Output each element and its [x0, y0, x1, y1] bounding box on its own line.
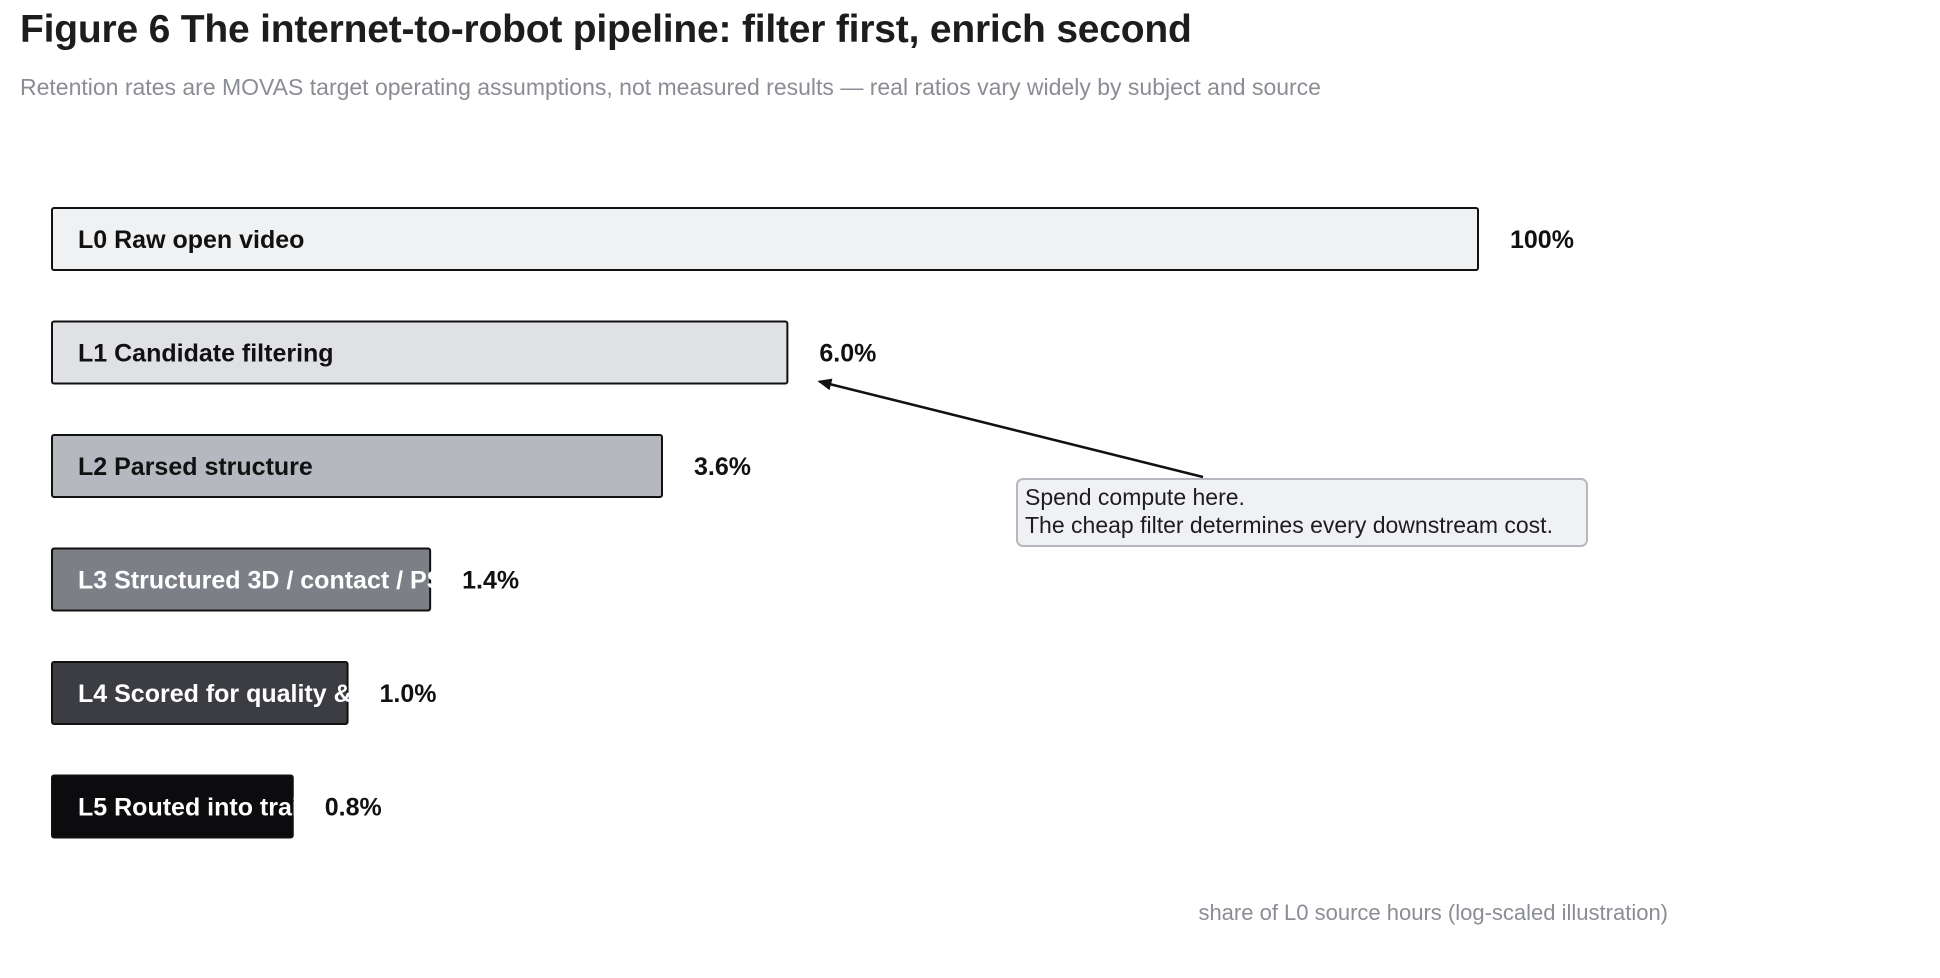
value-label-l5: 0.8% — [325, 794, 382, 822]
bar-l5 — [51, 774, 294, 839]
bar-l1 — [51, 320, 789, 385]
value-label-l1: 6.0% — [819, 340, 876, 368]
bar-l2 — [51, 434, 663, 498]
value-label-l4: 1.0% — [380, 680, 437, 708]
bar-label-l1-candidate-filtering: L1 Candidate filtering — [78, 340, 334, 368]
bar-label-l3-structured-3d-contact-pst: L3 Structured 3D / contact / PST — [78, 567, 459, 595]
value-label-l2: 3.6% — [694, 453, 751, 481]
value-label-l0: 100% — [1510, 226, 1574, 254]
bar-l3 — [51, 547, 432, 612]
bar-label-l0-raw-open-video: L0 Raw open video — [78, 226, 304, 254]
value-label-l3: 1.4% — [462, 567, 519, 595]
callout-group: Spend compute here.The cheap filter dete… — [817, 378, 1588, 547]
figure-title: Figure 6 The internet-to-robot pipeline:… — [20, 8, 1192, 51]
callout-line-1: Spend compute here. — [1025, 484, 1245, 510]
bar-label-l5-routed-into-training-pools: L5 Routed into training pools — [78, 794, 425, 822]
callout-line-2: The cheap filter determines every downst… — [1025, 512, 1553, 538]
bar-label-l2-parsed-structure: L2 Parsed structure — [78, 453, 313, 481]
figure-subtitle: Retention rates are MOVAS target operati… — [20, 74, 1321, 100]
callout-box — [1016, 478, 1588, 547]
bar-l4 — [51, 661, 349, 725]
bar-label-l4-scored-for-quality-rights: L4 Scored for quality & rights — [78, 680, 428, 708]
x-axis-label: share of L0 source hours (log-scaled ill… — [1198, 900, 1668, 925]
bar-l0 — [51, 207, 1479, 271]
bars-group: L0 Raw open video 100% L1 Candidate filter… — [51, 207, 1574, 839]
callout-arrow — [817, 378, 1204, 479]
